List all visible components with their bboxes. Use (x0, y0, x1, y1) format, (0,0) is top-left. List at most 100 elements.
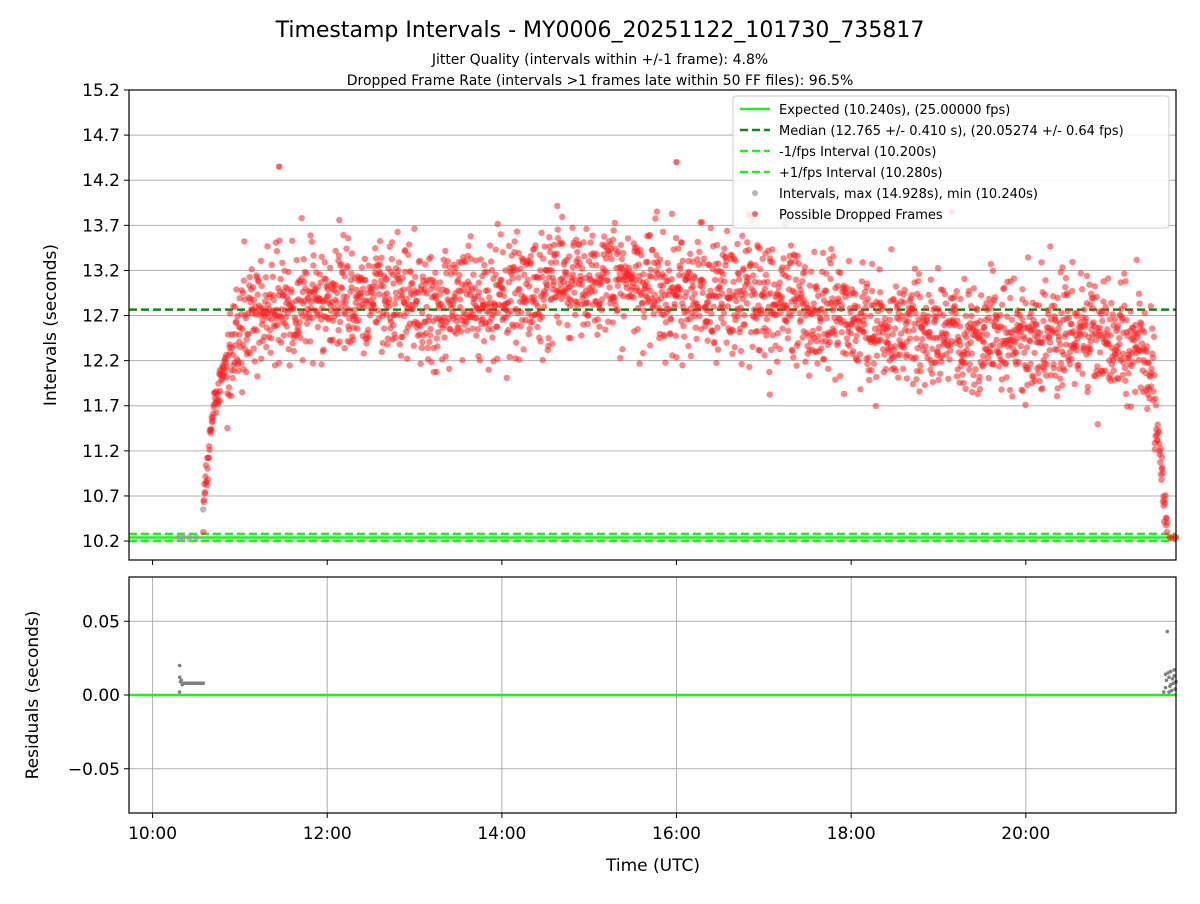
dropped-frame-point (500, 292, 508, 299)
dropped-frame-point (258, 355, 265, 362)
dropped-frame-point (213, 409, 220, 416)
interval-point (179, 534, 187, 541)
dropped-frame-point (333, 298, 340, 306)
dropped-frame-point (505, 326, 512, 334)
dropped-frame-point (403, 295, 411, 302)
dropped-frame-point (530, 293, 538, 301)
dropped-frame-point (954, 317, 961, 325)
dropped-frame-point (322, 275, 330, 283)
dropped-frame-point (432, 269, 439, 276)
dropped-frame-point (939, 312, 947, 319)
dropped-frame-point (981, 323, 988, 331)
dropped-frame-point (828, 245, 835, 253)
dropped-frame-point (1154, 421, 1162, 428)
dropped-frame-point (1135, 290, 1143, 298)
dropped-frame-point (635, 304, 642, 312)
dropped-frame-point (1162, 492, 1169, 499)
dropped-frame-point (847, 330, 855, 337)
dropped-frame-point (307, 232, 314, 239)
dropped-frame-point (1052, 372, 1059, 379)
dropped-frame-point (604, 277, 611, 284)
dropped-frame-point (229, 374, 236, 382)
dropped-frame-point (555, 319, 563, 326)
dropped-frame-point (1106, 316, 1114, 323)
dropped-frame-point (1114, 349, 1122, 356)
dropped-frame-point (1148, 365, 1155, 372)
dropped-frame-point (1062, 274, 1070, 282)
bottom-ytick-label: −0.05 (68, 760, 120, 780)
dropped-frame-point (703, 307, 710, 314)
legend-label-minus-fps: -1/fps Interval (10.200s) (779, 145, 936, 160)
dropped-frame-point (1057, 375, 1064, 382)
dropped-frame-point (457, 328, 465, 335)
dropped-frame-point (677, 318, 685, 325)
dropped-frame-point (749, 343, 756, 350)
dropped-frame-point (549, 340, 556, 347)
dropped-frame-point (979, 352, 987, 360)
dropped-frame-point (917, 367, 924, 375)
dropped-frame-point (494, 309, 502, 316)
dropped-frame-point (635, 261, 642, 268)
dropped-frame-point (968, 312, 975, 320)
top-y-axis-label: Intervals (seconds) (41, 244, 61, 406)
dropped-frame-point (497, 231, 504, 238)
dropped-frame-point (269, 273, 277, 280)
dropped-frame-point (876, 266, 883, 273)
dropped-frame-point (698, 219, 706, 226)
dropped-frame-point (655, 262, 662, 269)
dropped-frame-point (267, 327, 274, 334)
dropped-frame-point (236, 331, 243, 338)
dropped-frame-point (861, 288, 869, 296)
top-ytick-label: 11.7 (82, 397, 120, 417)
dropped-frame-point (1074, 309, 1081, 317)
dropped-frame-point (667, 331, 674, 338)
bottom-ytick-label: 0.05 (82, 612, 120, 632)
dropped-frame-point (276, 237, 283, 244)
dropped-frame-point (741, 311, 748, 319)
dropped-frame-point (1087, 345, 1094, 353)
dropped-frame-point (523, 297, 531, 304)
dropped-frame-point (643, 278, 650, 286)
dropped-frame-point (335, 252, 343, 259)
top-ytick-label: 14.2 (82, 171, 120, 191)
dropped-frame-point (739, 232, 746, 239)
dropped-frame-point (462, 258, 469, 266)
dropped-frame-point (951, 293, 959, 301)
dropped-frame-point (471, 284, 479, 292)
dropped-frame-point (526, 325, 533, 332)
dropped-frame-point (264, 243, 271, 250)
dropped-frame-point (934, 264, 942, 272)
dropped-frame-point (203, 481, 211, 489)
dropped-frame-point (1064, 291, 1071, 299)
dropped-frame-point (362, 276, 369, 284)
dropped-frame-point (668, 210, 676, 218)
dropped-frame-point (548, 267, 556, 275)
dropped-frame-point (685, 274, 693, 281)
dropped-frame-point (914, 277, 922, 285)
top-ytick-label: 11.2 (82, 442, 120, 462)
dropped-frame-point (1122, 278, 1129, 285)
dropped-frame-point (1104, 326, 1111, 333)
dropped-frame-point (799, 277, 806, 285)
dropped-frame-point (1080, 306, 1088, 313)
dropped-frame-point (399, 274, 407, 282)
dropped-frame-point (546, 234, 553, 241)
dropped-frame-point (1003, 374, 1010, 381)
dropped-frame-point (1158, 454, 1166, 461)
dropped-frame-point (620, 249, 627, 257)
dropped-frame-point (1116, 341, 1123, 348)
dropped-frame-point (868, 260, 876, 268)
dropped-frame-point (1015, 359, 1022, 366)
dropped-frame-point (973, 327, 980, 334)
residual-point (1169, 688, 1174, 693)
dropped-frame-point (1056, 341, 1064, 348)
dropped-frame-point (784, 335, 792, 342)
dropped-frame-point (807, 268, 815, 275)
dropped-frame-point (246, 273, 253, 281)
dropped-frame-point (295, 329, 303, 336)
dropped-frame-point (860, 329, 867, 336)
dropped-frame-point (763, 315, 771, 323)
dropped-frame-point (691, 274, 698, 281)
dropped-frame-point (998, 386, 1005, 393)
dropped-frame-point (1010, 275, 1018, 282)
